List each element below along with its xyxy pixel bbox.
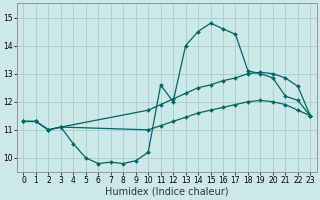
X-axis label: Humidex (Indice chaleur): Humidex (Indice chaleur) <box>105 187 229 197</box>
